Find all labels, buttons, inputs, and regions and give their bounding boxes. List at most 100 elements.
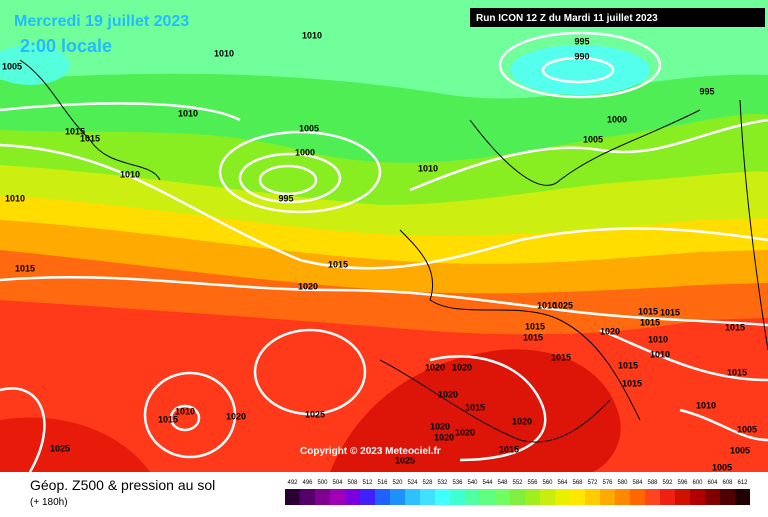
colorbar-swatch	[555, 489, 570, 505]
isobar-label: 1020	[226, 411, 246, 421]
colorbar-swatch	[345, 489, 360, 505]
isobar-label: 995	[574, 36, 589, 46]
colorbar-label: 556	[527, 480, 538, 486]
isobar-label: 1015	[638, 306, 658, 316]
isobar-label: 1020	[430, 421, 450, 431]
isobar-label: 1015	[65, 126, 85, 136]
colorbar-label: 600	[692, 480, 703, 486]
isobar-label: 1020	[438, 389, 458, 399]
isobar-label: 1005	[712, 462, 732, 472]
colorbar-swatch	[450, 489, 465, 505]
colorbar-swatch	[435, 489, 450, 505]
colorbar-label: 540	[467, 480, 478, 486]
colorbar-swatch	[330, 489, 345, 505]
copyright: Copyright © 2023 Meteociel.fr	[300, 446, 441, 457]
colorbar-swatch	[525, 489, 540, 505]
pressure-field	[0, 0, 768, 473]
colorbar-swatch	[315, 489, 330, 505]
colorbar-label: 580	[617, 480, 628, 486]
colorbar-label: 492	[287, 480, 298, 486]
colorbar-label: 536	[452, 480, 463, 486]
isobar-label: 1005	[737, 424, 757, 434]
colorbar-label: 552	[512, 480, 523, 486]
colorbar-swatch	[540, 489, 555, 505]
colorbar-swatch	[660, 489, 675, 505]
isobar-label: 1010	[214, 48, 234, 58]
colorbar-swatch	[570, 489, 585, 505]
isobar-label: 995	[699, 86, 714, 96]
colorbar-label: 524	[407, 480, 418, 486]
colorbar-swatch	[465, 489, 480, 505]
isobar-label: 1025	[553, 300, 573, 310]
isobar-label: 1010	[178, 108, 198, 118]
colorbar-label: 604	[707, 480, 718, 486]
isobar-label: 1015	[465, 402, 485, 412]
colorbar-label: 496	[302, 480, 313, 486]
coastlines	[19, 59, 768, 443]
isobar-label: 1010	[120, 169, 140, 179]
isobar-label: 1020	[512, 416, 532, 426]
colorbar-swatch	[480, 489, 495, 505]
lead-time: (+ 180h)	[30, 497, 68, 508]
colorbar-label: 592	[662, 480, 673, 486]
isobar-label: 1020	[425, 362, 445, 372]
colorbar-swatch	[420, 489, 435, 505]
run-box	[470, 8, 765, 27]
colorbar-swatch	[585, 489, 600, 505]
isobar-label: 1015	[158, 414, 178, 424]
isobar-label: 1020	[298, 281, 318, 291]
colorbar-label: 560	[542, 480, 553, 486]
colorbar-swatch	[360, 489, 375, 505]
colorbar-label: 576	[602, 480, 613, 486]
isobar-label: 1010	[648, 334, 668, 344]
colorbar-label: 504	[332, 480, 343, 486]
isobar-label: 1005	[583, 134, 603, 144]
colorbar-label: 548	[497, 480, 508, 486]
isobar-label: 1015	[727, 367, 747, 377]
isobar-label: 1010	[696, 400, 716, 410]
isobar-label: 1015	[499, 444, 519, 454]
run-info: Run ICON 12 Z du Mardi 11 juillet 2023	[476, 13, 658, 24]
colorbar-label: 612	[737, 480, 748, 486]
isobar-label: 1015	[660, 307, 680, 317]
colorbar-label: 568	[572, 480, 583, 486]
colorbar-label: 588	[647, 480, 658, 486]
forecast-date: Mercredi 19 juillet 2023	[14, 13, 189, 30]
colorbar-swatch	[645, 489, 660, 505]
colorbar-label: 584	[632, 480, 643, 486]
isobar-label: 1020	[434, 432, 454, 442]
isobar-label: 1020	[600, 326, 620, 336]
isobar-label: 1015	[618, 360, 638, 370]
isobar-label: 1010	[537, 300, 557, 310]
colorbar-swatch	[735, 489, 750, 505]
colorbar-label: 532	[437, 480, 448, 486]
isobar-label: 1015	[525, 321, 545, 331]
isobar-label: 1005	[2, 61, 22, 71]
colorbar-label: 608	[722, 480, 733, 486]
isobar-label: 1015	[328, 259, 348, 269]
isobar-label: 1020	[455, 427, 475, 437]
colorbar-swatch	[495, 489, 510, 505]
colorbar-swatch	[705, 489, 720, 505]
isobar-label: 1015	[622, 378, 642, 388]
footer-title: Géop. Z500 & pression au sol	[30, 477, 215, 493]
isobar-label: 1010	[5, 193, 25, 203]
isobar-label: 1010	[418, 163, 438, 173]
colorbar-swatch	[375, 489, 390, 505]
colorbar-swatch	[690, 489, 705, 505]
colorbar: 492 496 500 504 508 512 516 520 524 528 532 536 540 5…	[285, 480, 750, 505]
colorbar-label: 512	[362, 480, 373, 486]
colorbar-label: 564	[557, 480, 568, 486]
colorbar-swatch	[720, 489, 735, 505]
isobar-label: 1010	[302, 30, 322, 40]
isobars	[0, 31, 768, 473]
colorbar-label: 516	[377, 480, 388, 486]
isobar-label: 995	[278, 193, 293, 203]
colorbar-swatch	[510, 489, 525, 505]
colorbar-swatch	[300, 489, 315, 505]
colorbar-label: 500	[317, 480, 328, 486]
colorbar-swatch	[390, 489, 405, 505]
colorbar-swatch	[285, 489, 300, 505]
colorbar-label: 520	[392, 480, 403, 486]
